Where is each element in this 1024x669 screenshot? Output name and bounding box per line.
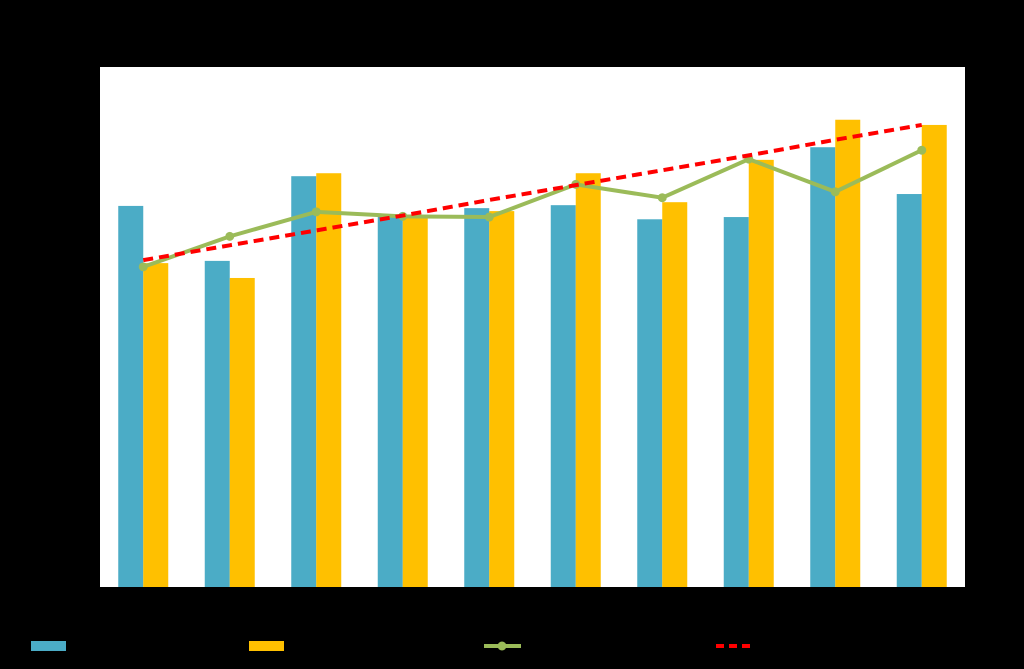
bar xyxy=(550,205,576,587)
line-marker xyxy=(484,212,494,222)
bar xyxy=(810,147,836,587)
bar xyxy=(896,194,922,587)
bar xyxy=(229,277,255,587)
line xyxy=(142,148,923,269)
bar xyxy=(143,263,169,587)
line-marker xyxy=(830,187,840,197)
legend-marker xyxy=(497,641,507,651)
bar xyxy=(291,176,317,587)
legend-swatch xyxy=(249,641,284,651)
line-marker xyxy=(657,193,667,203)
bar xyxy=(835,119,861,587)
bar xyxy=(723,217,749,588)
bar xyxy=(489,211,515,587)
bar xyxy=(921,124,947,587)
line-marker xyxy=(917,145,927,155)
trend-line xyxy=(142,122,923,263)
line-marker xyxy=(138,262,148,272)
line-marker xyxy=(311,207,321,217)
bar xyxy=(204,260,230,587)
legend-swatch xyxy=(31,641,66,651)
bar xyxy=(748,159,774,587)
line-marker xyxy=(225,231,235,241)
bar xyxy=(637,219,663,588)
bar xyxy=(464,208,490,587)
bar xyxy=(316,173,342,587)
bar xyxy=(118,205,144,587)
bar xyxy=(377,214,403,588)
bar xyxy=(662,202,688,587)
bar xyxy=(575,173,601,587)
bar xyxy=(402,217,428,588)
